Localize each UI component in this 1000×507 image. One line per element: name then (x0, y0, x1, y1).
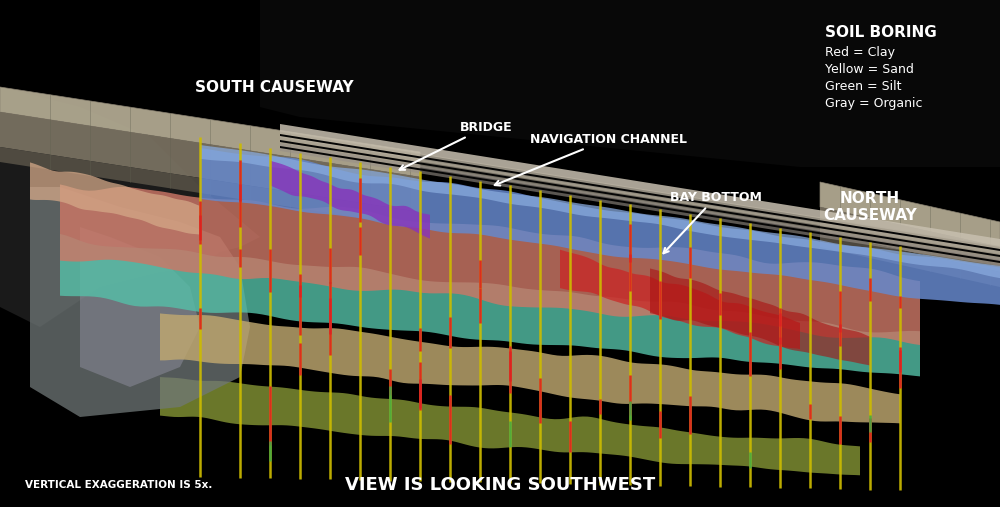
Polygon shape (160, 377, 860, 475)
Polygon shape (280, 131, 1000, 254)
Text: BRIDGE: BRIDGE (400, 121, 513, 170)
Polygon shape (200, 145, 1000, 278)
Polygon shape (0, 112, 420, 212)
Polygon shape (60, 234, 920, 376)
Text: VERTICAL EXAGGERATION IS 5x.: VERTICAL EXAGGERATION IS 5x. (25, 480, 212, 490)
Polygon shape (650, 268, 870, 366)
Polygon shape (260, 0, 1000, 167)
Polygon shape (60, 185, 920, 345)
Polygon shape (0, 147, 420, 227)
Polygon shape (820, 232, 1000, 287)
Text: Yellow = Sand: Yellow = Sand (825, 62, 914, 76)
Polygon shape (280, 143, 1000, 266)
Polygon shape (560, 249, 800, 349)
Text: BAY BOTTOM: BAY BOTTOM (663, 191, 762, 254)
Polygon shape (0, 0, 260, 327)
Polygon shape (270, 161, 430, 239)
Polygon shape (30, 187, 250, 417)
Polygon shape (820, 207, 1000, 272)
Text: Red = Clay: Red = Clay (825, 46, 895, 58)
Polygon shape (200, 148, 1000, 305)
Text: SOIL BORING: SOIL BORING (825, 24, 937, 40)
Polygon shape (160, 313, 900, 423)
Text: Green = Silt: Green = Silt (825, 80, 902, 92)
Text: SOUTH CAUSEWAY: SOUTH CAUSEWAY (195, 80, 354, 94)
Polygon shape (280, 137, 1000, 260)
Polygon shape (280, 124, 1000, 247)
Polygon shape (820, 182, 1000, 247)
Polygon shape (80, 227, 200, 387)
Text: NORTH
CAUSEWAY: NORTH CAUSEWAY (823, 191, 917, 223)
Text: VIEW IS LOOKING SOUTHWEST: VIEW IS LOOKING SOUTHWEST (345, 476, 655, 494)
Polygon shape (0, 87, 420, 177)
Polygon shape (280, 140, 1000, 257)
Text: NAVIGATION CHANNEL: NAVIGATION CHANNEL (495, 132, 687, 186)
Polygon shape (30, 162, 200, 235)
Polygon shape (280, 134, 1000, 251)
Text: Gray = Organic: Gray = Organic (825, 96, 922, 110)
Polygon shape (280, 146, 1000, 263)
